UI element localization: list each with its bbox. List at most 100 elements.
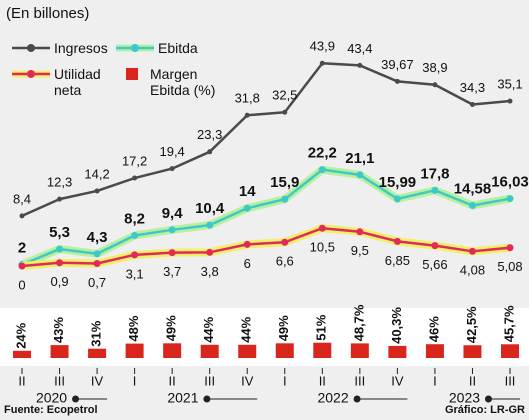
bar-label: 42,5% <box>464 306 479 343</box>
x-tick-label: II <box>18 373 25 388</box>
data-label: 6,6 <box>276 254 294 269</box>
data-label: 14,2 <box>84 166 109 181</box>
point <box>281 195 289 203</box>
data-label: 43,9 <box>310 39 335 54</box>
series-line <box>21 61 511 218</box>
data-label: 0,9 <box>50 274 68 289</box>
line-glow <box>20 165 511 269</box>
point <box>57 196 63 202</box>
bar <box>501 344 519 358</box>
point <box>506 244 514 252</box>
data-label: 21,1 <box>345 150 374 167</box>
bar <box>88 348 107 358</box>
x-tick-label: III <box>505 373 516 388</box>
data-label: 39,67 <box>381 57 414 72</box>
data-label: 15,9 <box>270 174 299 191</box>
point <box>56 245 64 253</box>
point <box>319 60 325 66</box>
data-label: 9,4 <box>162 205 184 222</box>
bar <box>13 350 31 358</box>
data-label: 3,7 <box>163 264 181 279</box>
point <box>243 204 251 212</box>
bar <box>425 344 444 358</box>
point <box>19 213 25 219</box>
year-dot <box>72 395 80 403</box>
data-label: 17,8 <box>420 165 449 182</box>
data-label: 43,4 <box>347 41 372 56</box>
bar <box>50 345 69 358</box>
bar <box>200 344 219 358</box>
data-label: 31,8 <box>235 91 260 106</box>
point <box>243 240 251 248</box>
legend-label: Ebitda <box>158 40 198 56</box>
year-label: 2023 <box>449 390 480 406</box>
data-label: 5,08 <box>497 259 522 274</box>
bar-label: 48% <box>126 315 141 341</box>
x-tick-label: II <box>319 373 326 388</box>
point <box>393 237 401 245</box>
x-tick-label: I <box>283 373 287 388</box>
data-label: 5,3 <box>49 224 70 241</box>
x-tick-label: III <box>354 373 365 388</box>
point <box>168 226 176 234</box>
data-label: 6 <box>244 256 251 271</box>
point <box>431 242 439 250</box>
x-tick-label: IV <box>241 373 254 388</box>
data-label: 10,5 <box>310 240 335 255</box>
year-dot <box>203 395 211 403</box>
x-tick-label: III <box>204 373 215 388</box>
bar-label: 48,7% <box>351 304 366 341</box>
point <box>318 166 326 174</box>
point <box>507 98 513 104</box>
data-label: 35,1 <box>497 77 522 92</box>
point <box>168 249 176 257</box>
x-tick-label: IV <box>391 373 404 388</box>
point <box>207 149 213 155</box>
data-label: 8,4 <box>13 191 31 206</box>
bar-label: 45,7% <box>501 305 516 342</box>
data-label: 2 <box>18 240 26 257</box>
point <box>18 262 26 270</box>
data-label: 3,8 <box>201 264 219 279</box>
year-label: 2021 <box>167 390 198 406</box>
data-label: 5,66 <box>422 257 447 272</box>
data-label: 8,2 <box>124 210 145 227</box>
x-tick-label: IV <box>91 373 104 388</box>
point <box>206 221 214 229</box>
point <box>468 247 476 255</box>
data-label: 34,3 <box>460 80 485 95</box>
point <box>468 201 476 209</box>
point <box>432 82 438 88</box>
legend-marker <box>131 44 139 52</box>
data-label: 0,7 <box>88 275 106 290</box>
bar-label: 51% <box>314 314 329 340</box>
bar <box>163 343 182 358</box>
series-line <box>21 168 511 266</box>
series-line <box>21 226 511 268</box>
year-dot <box>484 395 492 403</box>
point <box>131 251 139 259</box>
data-label: 14,58 <box>454 180 492 197</box>
point <box>356 228 364 236</box>
legend-label: Margen Ebitda (%) <box>150 66 216 98</box>
bar-label: 31% <box>89 320 104 346</box>
data-label: 12,3 <box>47 175 72 190</box>
legend-label: Ingresos <box>54 40 108 56</box>
bar-label: 24% <box>13 322 28 348</box>
bar-label: 49% <box>164 315 179 341</box>
point <box>94 188 100 194</box>
legend-swatch <box>126 68 138 80</box>
bar-label: 44% <box>239 316 254 342</box>
legend-label: Utilidad neta <box>54 66 101 98</box>
x-tick-label: II <box>169 373 176 388</box>
point <box>431 186 439 194</box>
bar-label: 44% <box>201 316 216 342</box>
point <box>132 175 138 181</box>
point <box>393 195 401 203</box>
data-label: 10,4 <box>195 200 225 217</box>
data-label: 38,9 <box>422 60 447 75</box>
point <box>282 109 288 115</box>
legend-marker <box>27 44 35 52</box>
point <box>169 166 175 172</box>
